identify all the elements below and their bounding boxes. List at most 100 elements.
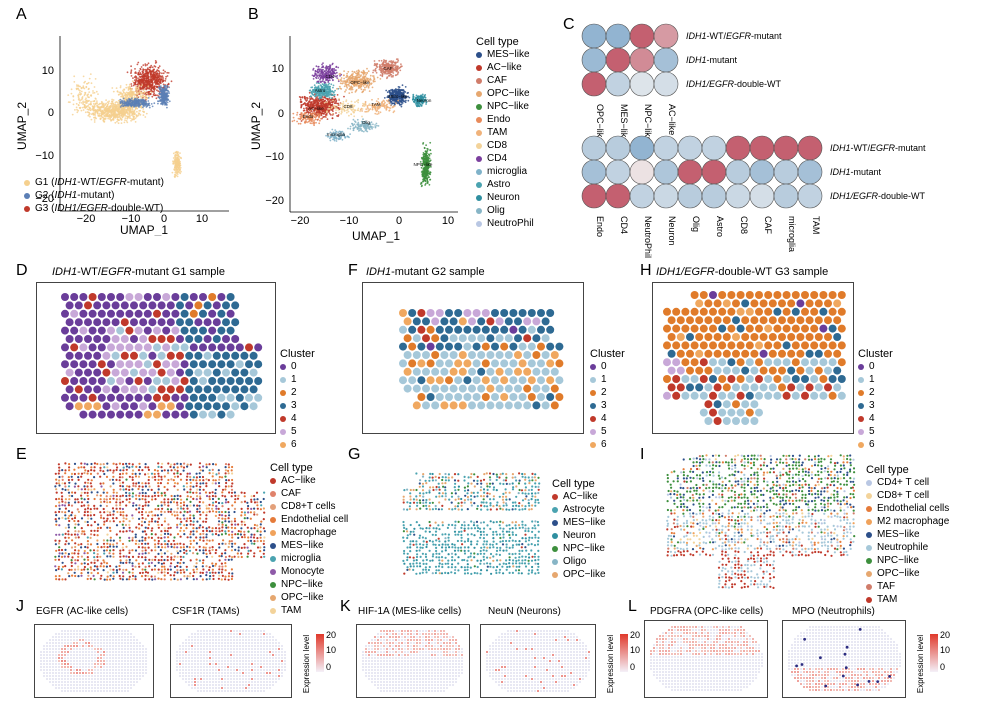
- umap-point: [363, 124, 366, 127]
- umap-point: [349, 125, 352, 128]
- umap-point: [148, 68, 151, 71]
- umap-point: [125, 91, 128, 94]
- umap-point: [156, 94, 159, 97]
- umap-point: [129, 107, 131, 109]
- umap-point: [142, 95, 145, 97]
- umap-point: [94, 110, 97, 112]
- umap-point: [100, 105, 103, 108]
- umap-point: [141, 103, 144, 106]
- umap-point: [144, 72, 147, 74]
- umap-point: [159, 82, 162, 85]
- umap-point: [144, 85, 147, 88]
- umap-point: [372, 123, 374, 126]
- umap-point: [148, 104, 151, 107]
- umap-point: [347, 76, 349, 78]
- umap-point: [420, 166, 423, 169]
- umap-point: [126, 71, 129, 74]
- umap-point: [423, 176, 426, 179]
- umap-point: [417, 99, 420, 101]
- umap-point: [105, 112, 108, 115]
- umap-point: [118, 91, 121, 94]
- umap-point: [148, 66, 151, 69]
- umap-point: [94, 114, 97, 116]
- umap-point: [412, 95, 415, 97]
- umap-point: [315, 87, 318, 90]
- umap-point: [366, 124, 369, 127]
- umap-point: [300, 106, 302, 109]
- umap-point: [390, 75, 393, 78]
- umap-point: [335, 140, 338, 142]
- umap-point: [153, 102, 156, 105]
- umap-point: [412, 96, 415, 99]
- umap-point: [99, 117, 102, 120]
- umap-point: [145, 74, 148, 77]
- umap-point: [384, 71, 387, 74]
- umap-point: [325, 86, 328, 88]
- umap-point: [137, 87, 140, 90]
- umap-point: [178, 164, 181, 167]
- umap-point: [423, 173, 425, 176]
- umap-point: [337, 135, 340, 138]
- umap-point: [69, 101, 71, 104]
- umap-point: [385, 72, 388, 75]
- umap-point: [78, 106, 81, 109]
- umap-point: [332, 86, 334, 89]
- umap-point: [389, 90, 391, 93]
- umap-point: [321, 101, 323, 103]
- umap-point: [134, 75, 137, 78]
- umap-point: [76, 108, 78, 111]
- umap-point: [347, 83, 349, 86]
- umap-point: [138, 85, 141, 88]
- umap-point: [425, 175, 428, 177]
- umap-point: [71, 113, 74, 116]
- legend-g1: G1 (IDH1 -WT/EGFR -mutant): [24, 176, 164, 189]
- umap-point: [93, 121, 96, 123]
- umap-point: [76, 84, 78, 86]
- umap-point: [83, 81, 86, 84]
- umap-point: [122, 97, 125, 100]
- umap-point: [383, 97, 386, 99]
- umap-point: [152, 86, 155, 89]
- umap-point: [335, 138, 338, 140]
- umap-point: [337, 114, 340, 116]
- umap-point: [321, 70, 323, 73]
- umap-point: [316, 98, 319, 100]
- umap-point: [325, 116, 327, 118]
- umap-point: [316, 110, 319, 113]
- umap-point: [368, 84, 371, 87]
- umap-point: [353, 123, 356, 126]
- umap-point: [311, 97, 314, 100]
- umap-point: [311, 74, 314, 77]
- umap-point: [384, 67, 387, 70]
- umap-point: [428, 176, 430, 179]
- umap-point: [302, 109, 305, 112]
- umap-point: [320, 81, 322, 84]
- umap-point: [134, 68, 136, 70]
- panel-label-c: C: [563, 16, 575, 33]
- umap-point: [147, 83, 150, 86]
- umap-point: [126, 121, 129, 124]
- umap-point: [324, 109, 327, 112]
- umap-point: [346, 135, 349, 138]
- umap-point: [415, 101, 418, 104]
- umap-point: [333, 91, 335, 93]
- umap-point: [426, 161, 429, 164]
- umap-point: [129, 95, 131, 98]
- umap-a-points: [67, 60, 183, 179]
- umap-point: [131, 118, 133, 120]
- umap-point: [95, 98, 97, 100]
- umap-point: [357, 72, 359, 75]
- umap-point: [328, 96, 331, 99]
- umap-point: [328, 71, 330, 74]
- umap-point: [132, 77, 134, 79]
- umap-point: [401, 94, 403, 97]
- umap-point: [312, 91, 315, 94]
- umap-point: [359, 78, 362, 81]
- umap-point: [151, 66, 154, 69]
- umap-point: [391, 93, 394, 95]
- umap-point: [174, 156, 177, 159]
- umap-point: [316, 96, 319, 98]
- umap-point: [391, 69, 393, 72]
- umap-point: [349, 133, 351, 135]
- umap-point: [136, 91, 139, 93]
